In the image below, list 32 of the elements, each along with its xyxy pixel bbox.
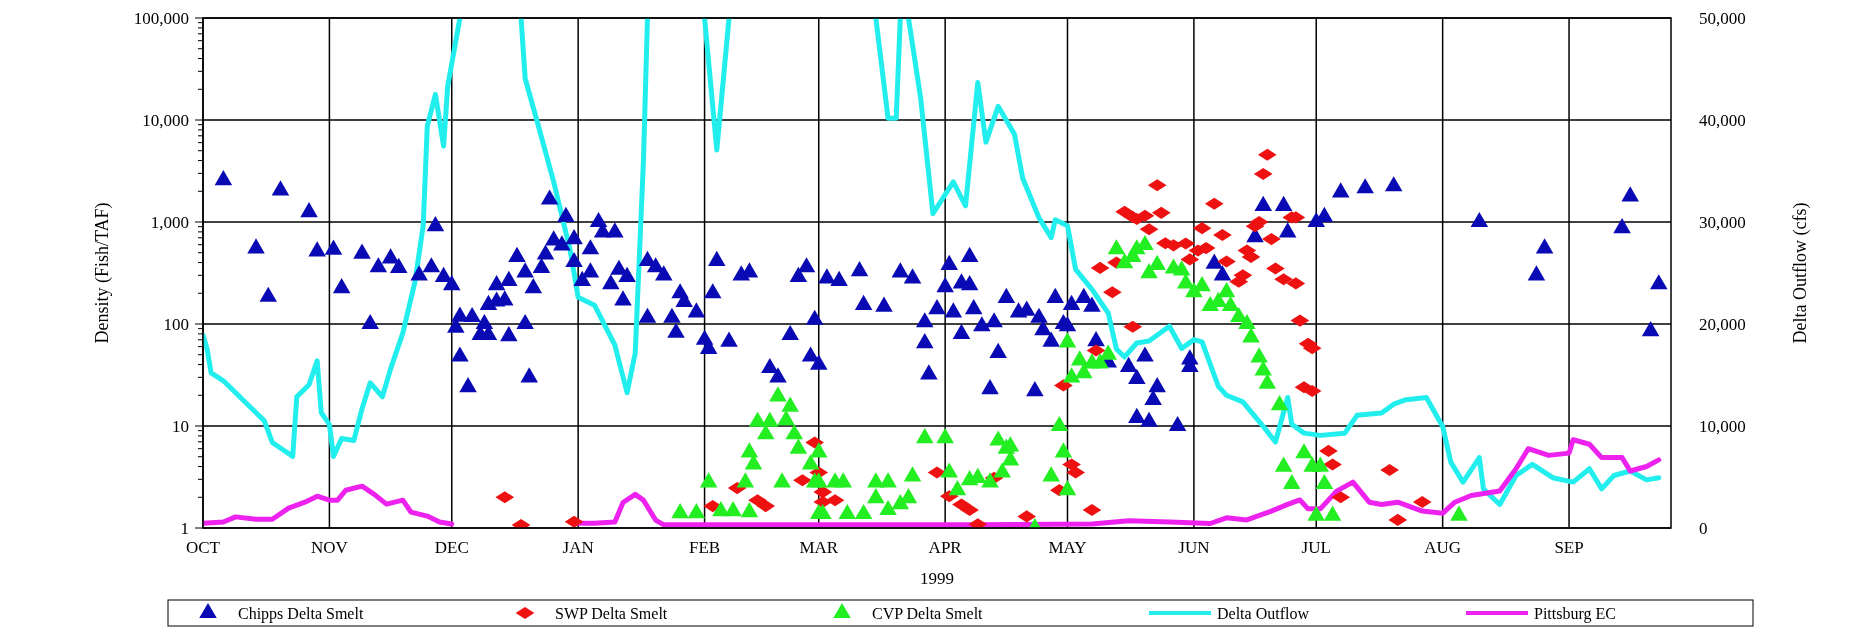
x-tick-label: MAY xyxy=(1048,538,1087,557)
x-tick-label: DEC xyxy=(434,538,469,557)
x-tick-label: JUN xyxy=(1178,538,1210,557)
x-tick-label: APR xyxy=(928,538,963,557)
x-tick-label: JAN xyxy=(562,538,594,557)
x-tick-label: FEB xyxy=(688,538,721,557)
y-tick-label: 10 xyxy=(172,416,189,436)
legend-label: Chipps Delta Smelt xyxy=(238,604,364,623)
legend-label: Pittsburg EC xyxy=(1534,604,1616,623)
y-tick-label: 100 xyxy=(163,314,189,334)
y-tick-label: 1 xyxy=(180,518,189,538)
y-axis-title: Density (Fish/TAF) xyxy=(92,202,113,344)
y-tick-label: 100,000 xyxy=(133,8,189,28)
y2-tick-label: 10,000 xyxy=(1699,416,1746,436)
x-tick-label: SEP xyxy=(1554,538,1584,557)
y2-tick-label: 40,000 xyxy=(1699,110,1746,130)
y2-tick-label: 20,000 xyxy=(1699,314,1746,334)
x-tick-label: NOV xyxy=(310,538,349,557)
y-tick-label: 10,000 xyxy=(142,110,189,130)
legend-label: Delta Outflow xyxy=(1217,604,1310,622)
legend-label: CVP Delta Smelt xyxy=(872,604,984,622)
y2-tick-label: 50,000 xyxy=(1699,8,1746,28)
x-tick-label: OCT xyxy=(186,538,221,557)
legend-label: SWP Delta Smelt xyxy=(555,604,668,622)
x-tick-label: MAR xyxy=(799,538,839,557)
x-tick-label: JUL xyxy=(1301,538,1331,557)
y-tick-label: 1,000 xyxy=(150,212,189,232)
x-axis-title: 1999 xyxy=(920,569,954,588)
y2-axis-title: Delta Outflow (cfs) xyxy=(1790,202,1811,344)
x-tick-label: AUG xyxy=(1424,538,1462,557)
y2-tick-label: 0 xyxy=(1699,518,1708,538)
y2-tick-label: 30,000 xyxy=(1699,212,1746,232)
